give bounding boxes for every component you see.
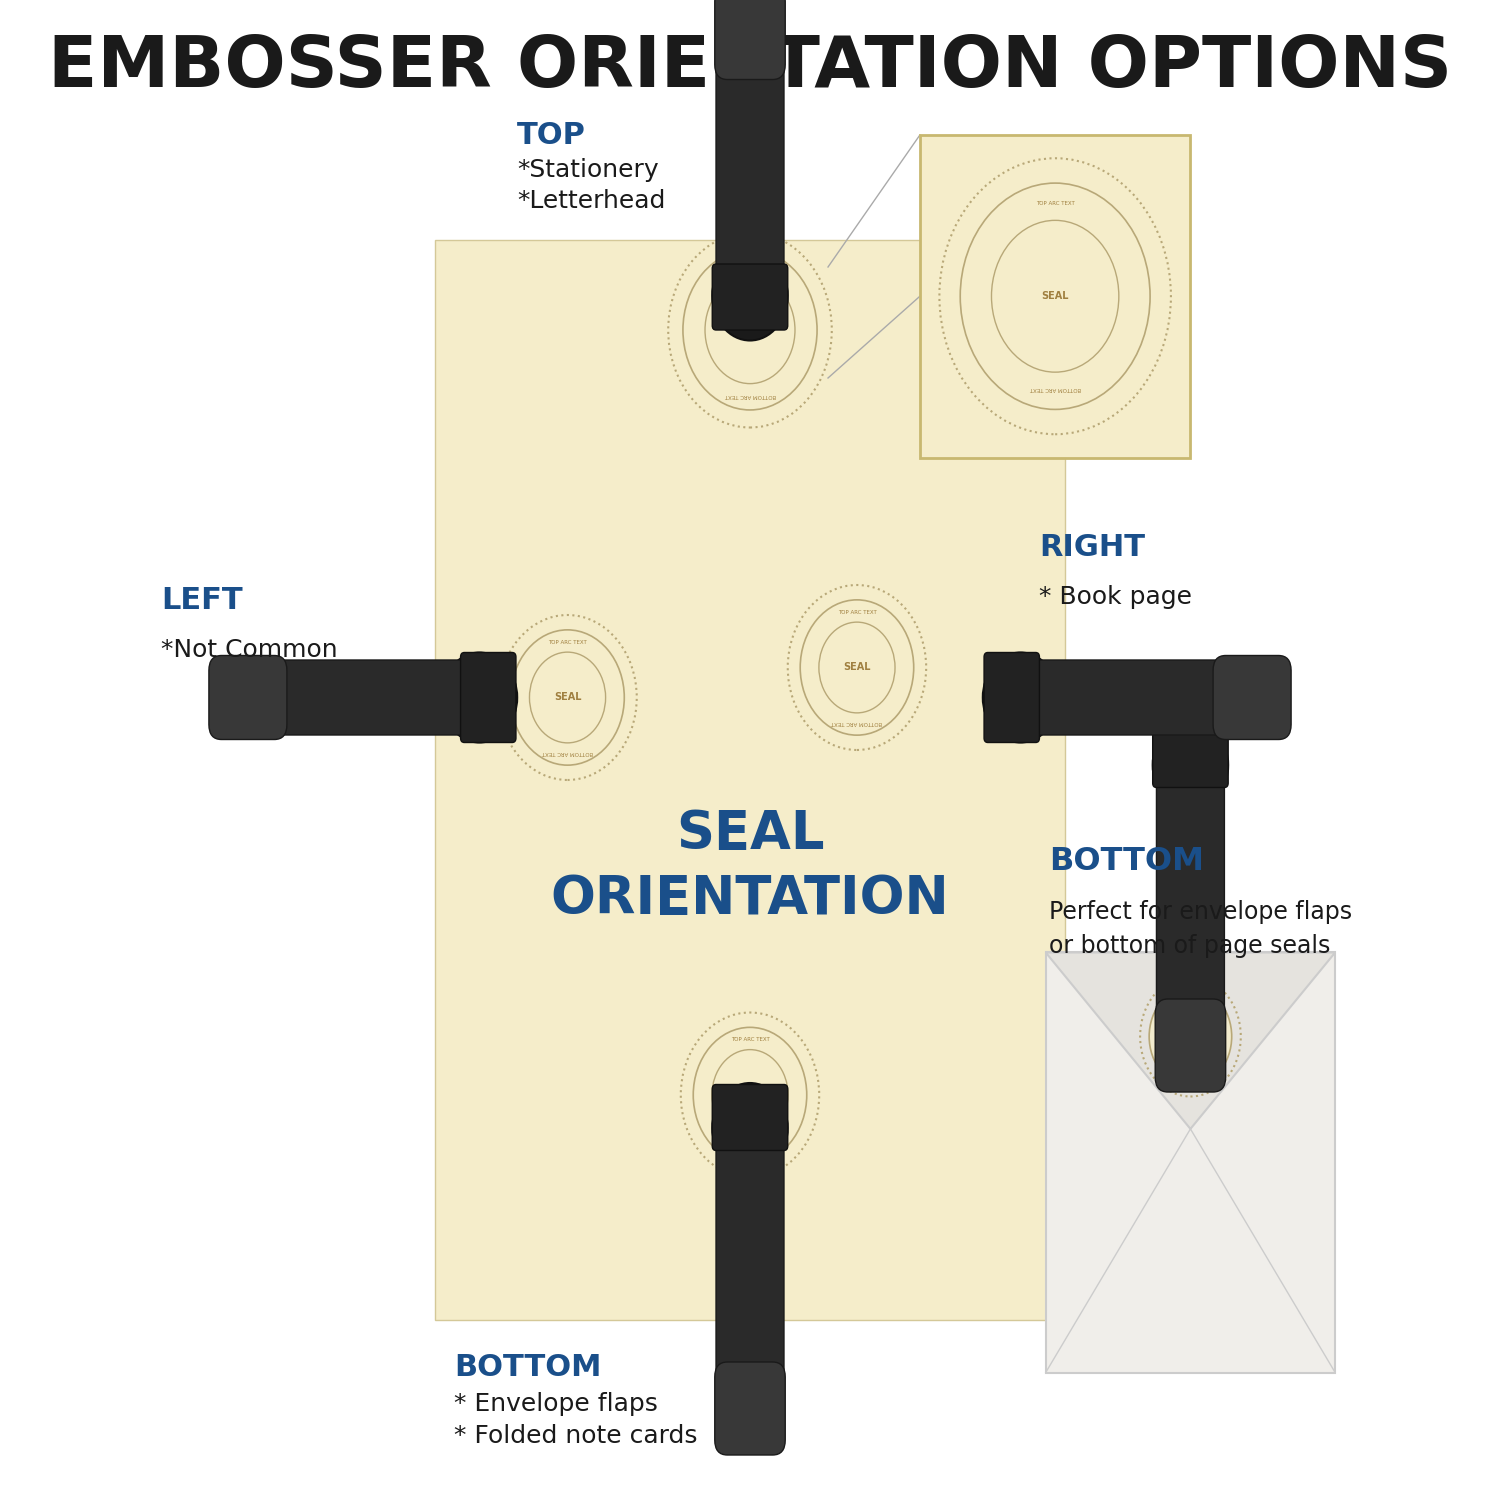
Text: * Book page: * Book page	[1040, 585, 1193, 609]
Text: TOP ARC TEXT: TOP ARC TEXT	[837, 609, 876, 615]
Circle shape	[712, 1083, 788, 1173]
FancyBboxPatch shape	[1155, 999, 1226, 1092]
FancyBboxPatch shape	[920, 135, 1191, 458]
Text: TOP: TOP	[518, 122, 586, 150]
Text: BOTTOM ARC TEXT: BOTTOM ARC TEXT	[724, 1148, 776, 1154]
FancyBboxPatch shape	[209, 656, 286, 740]
Text: SEAL: SEAL	[736, 1090, 764, 1100]
Text: BOTTOM: BOTTOM	[454, 1353, 602, 1382]
Text: BOTTOM ARC TEXT: BOTTOM ARC TEXT	[542, 750, 592, 756]
Text: BOTTOM: BOTTOM	[1050, 846, 1205, 877]
Text: SEAL
ORIENTATION: SEAL ORIENTATION	[550, 808, 950, 924]
FancyBboxPatch shape	[460, 652, 516, 742]
FancyBboxPatch shape	[1020, 660, 1228, 735]
Text: Perfect for envelope flaps
or bottom of page seals: Perfect for envelope flaps or bottom of …	[1050, 900, 1353, 957]
Text: LEFT: LEFT	[160, 586, 243, 615]
FancyBboxPatch shape	[712, 1084, 788, 1150]
Circle shape	[512, 630, 624, 765]
FancyBboxPatch shape	[984, 652, 1040, 742]
Circle shape	[960, 183, 1150, 410]
FancyBboxPatch shape	[716, 1362, 784, 1455]
Text: BOTTOM ARC TEXT: BOTTOM ARC TEXT	[831, 720, 882, 726]
FancyBboxPatch shape	[1046, 952, 1335, 1372]
Text: *Not Common: *Not Common	[160, 638, 338, 662]
FancyBboxPatch shape	[716, 0, 784, 80]
Text: TOP ARC TEXT: TOP ARC TEXT	[548, 639, 586, 645]
Text: TOP ARC TEXT: TOP ARC TEXT	[730, 262, 770, 267]
Circle shape	[712, 251, 788, 340]
Text: SEAL: SEAL	[843, 663, 870, 672]
Circle shape	[982, 652, 1059, 742]
FancyBboxPatch shape	[716, 1128, 784, 1376]
FancyBboxPatch shape	[716, 38, 784, 285]
FancyBboxPatch shape	[1214, 656, 1292, 740]
Text: BOTTOM ARC TEXT: BOTTOM ARC TEXT	[1029, 386, 1080, 392]
Polygon shape	[1046, 952, 1335, 1130]
FancyBboxPatch shape	[1152, 722, 1228, 788]
Circle shape	[693, 1028, 807, 1162]
Text: BOTTOM ARC TEXT: BOTTOM ARC TEXT	[724, 393, 776, 398]
Text: *Stationery
*Letterhead: *Stationery *Letterhead	[518, 158, 666, 213]
Text: RIGHT: RIGHT	[1040, 534, 1146, 562]
FancyBboxPatch shape	[712, 264, 788, 330]
FancyBboxPatch shape	[1156, 765, 1224, 1012]
Text: SEAL: SEAL	[554, 693, 582, 702]
Text: SEAL: SEAL	[1176, 1032, 1204, 1041]
Text: TOP ARC TEXT: TOP ARC TEXT	[1172, 994, 1210, 999]
Text: SEAL: SEAL	[736, 326, 764, 334]
FancyBboxPatch shape	[272, 660, 480, 735]
FancyBboxPatch shape	[435, 240, 1065, 1320]
Circle shape	[441, 652, 518, 742]
Text: EMBOSSER ORIENTATION OPTIONS: EMBOSSER ORIENTATION OPTIONS	[48, 33, 1452, 102]
Text: SEAL: SEAL	[1041, 291, 1070, 302]
Text: BOTTOM ARC TEXT: BOTTOM ARC TEXT	[1166, 1074, 1216, 1078]
Text: TOP ARC TEXT: TOP ARC TEXT	[730, 1036, 770, 1042]
Circle shape	[1152, 720, 1228, 810]
Text: TOP ARC TEXT: TOP ARC TEXT	[1036, 201, 1074, 207]
Circle shape	[1149, 987, 1232, 1086]
Text: * Envelope flaps
* Folded note cards: * Envelope flaps * Folded note cards	[454, 1392, 698, 1448]
Circle shape	[682, 251, 818, 410]
Circle shape	[800, 600, 913, 735]
